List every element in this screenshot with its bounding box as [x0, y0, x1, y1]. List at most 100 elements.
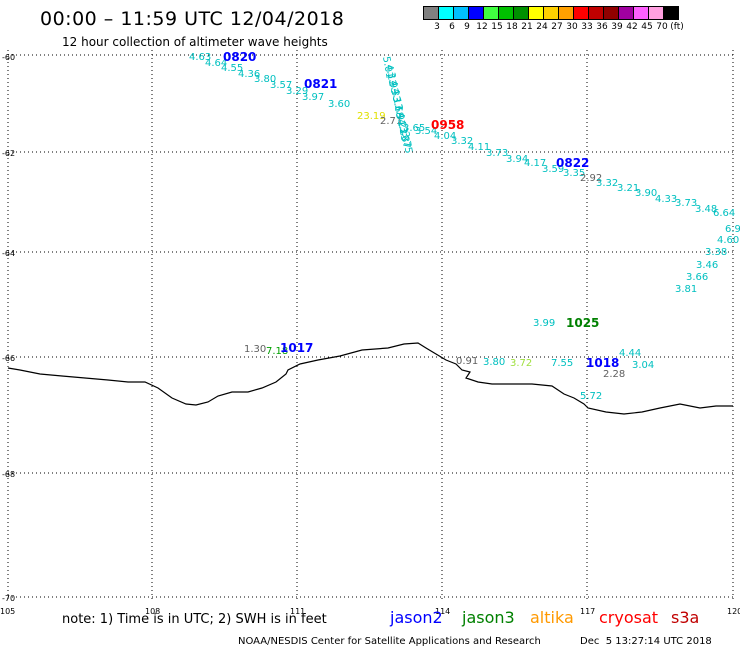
satellite-legend-item: jason2 [390, 608, 443, 627]
wave-height-value: 3.73 [675, 198, 697, 209]
wave-height-value: 6.64 [713, 208, 735, 219]
footer-timestamp: Dec 5 13:27:14 UTC 2018 [580, 636, 712, 647]
wave-height-value: 3.46 [696, 260, 718, 271]
color-scale-label: 70 [656, 22, 668, 32]
wave-height-value: 3.57 [270, 80, 292, 91]
footer-credit: NOAA/NESDIS Center for Satellite Applica… [238, 636, 541, 647]
longitude-label: 114 [435, 607, 450, 616]
latitude-label: -66 [2, 354, 15, 363]
satellite-legend-item: altika [530, 608, 574, 627]
wave-height-value: 3.91 [392, 104, 407, 128]
wave-height-value: 4.17 [389, 88, 404, 112]
wave-height-value: 3.54 [415, 126, 437, 137]
wave-height-value: 3.60 [328, 99, 350, 110]
color-scale-label: 18 [506, 22, 518, 32]
wave-height-value: 4.60 [717, 235, 739, 246]
wave-height-value: 6.9 [725, 224, 740, 235]
wave-height-value: 1.30 [244, 344, 266, 355]
wave-height-value: 3.32 [596, 178, 618, 189]
wave-height-value: 5.01 [380, 56, 395, 80]
wave-height-value: 3.21 [617, 183, 639, 194]
latitude-label: -62 [2, 149, 15, 158]
color-scale-label: 39 [611, 22, 623, 32]
pass-time-label: 0822 [556, 156, 589, 170]
wave-height-value: 2.92 [580, 173, 602, 184]
satellite-legend-item: cryosat [599, 608, 659, 627]
wave-height-value: 4.04 [434, 131, 456, 142]
wave-height-value: 3.73 [486, 148, 508, 159]
wave-height-value: 3.59 [542, 164, 564, 175]
satellite-legend-item: jason3 [462, 608, 515, 627]
color-scale-label: 33 [581, 22, 593, 32]
antarctic-coastline [7, 342, 733, 415]
color-scale-label: 27 [551, 22, 563, 32]
wave-height-value: 3.80 [254, 74, 276, 85]
wave-height-value: 4.33 [387, 80, 402, 104]
map-subtitle: 12 hour collection of altimeter wave hei… [62, 35, 328, 49]
wave-height-value: 3.68 [390, 96, 405, 120]
wave-height-value: 2.71 [380, 116, 402, 127]
wave-height-value: 3.90 [635, 188, 657, 199]
pass-time-labels: 0820 0821 0958 0822 1025 1017 1018 [223, 50, 619, 370]
wave-height-value: 3.81 [675, 284, 697, 295]
wave-height-value: 5.72 [580, 391, 602, 402]
color-scale-label: 6 [449, 22, 455, 32]
wave-height-value: 4.36 [238, 69, 260, 80]
color-scale-label: 45 [641, 22, 653, 32]
wave-height-value: 3.87 [397, 126, 412, 150]
wave-height-value: 4.33 [655, 194, 677, 205]
wave-height-value: 3.94 [506, 154, 528, 165]
wave-height-value: 4.17 [524, 158, 546, 169]
wave-height-value: 7.55 [551, 358, 573, 369]
wave-height-value: 3.66 [686, 272, 708, 283]
color-scale-bar [423, 6, 679, 20]
wave-height-value: 3.32 [451, 136, 473, 147]
map-title: 00:00 – 11:59 UTC 12/04/2018 [40, 8, 345, 30]
longitude-label: 117 [580, 607, 595, 616]
latitude-label: -70 [2, 594, 15, 603]
wave-height-value: 4.13 [395, 119, 410, 143]
wave-height-value: 3.75 [399, 131, 414, 155]
wave-height-value: 7.18 [266, 346, 288, 357]
wave-height-value: 4.11 [468, 142, 490, 153]
wave-height-value: 23.19 [357, 111, 386, 122]
wave-height-value: 4.22 [394, 112, 409, 136]
longitude-label: 108 [145, 607, 160, 616]
longitude-label: 120 [727, 607, 740, 616]
wave-height-value: 4.63 [189, 52, 211, 63]
longitude-label: 111 [290, 607, 305, 616]
color-scale-label: 12 [476, 22, 488, 32]
map-grid [7, 50, 734, 600]
wave-height-value: 3.04 [632, 360, 654, 371]
wave-height-value: 3.48 [695, 204, 717, 215]
satellite-legend-item: s3a [671, 608, 700, 627]
axis-labels: -60 -62 -64 -66 -68 -70 105 108 111 114 117 120 [0, 53, 740, 616]
footer-note: note: 1) Time is in UTC; 2) SWH is in fe… [62, 612, 327, 627]
color-scale-label: (ft) [670, 22, 684, 32]
wave-height-value: 4.64 [205, 58, 227, 69]
latitude-label: -60 [2, 53, 15, 62]
wave-height-value: 0.91 [456, 356, 478, 367]
wave-height-value: 4.12 [383, 64, 398, 88]
color-scale-label: 30 [566, 22, 578, 32]
wave-height-value: 3.97 [302, 92, 324, 103]
color-scale-label: 21 [521, 22, 533, 32]
wave-height-value: 3.72 [510, 358, 532, 369]
wave-height-value: 2.28 [603, 369, 625, 380]
wave-height-value: 3.38 [705, 247, 727, 258]
color-scale-label: 24 [536, 22, 548, 32]
latitude-label: -64 [2, 249, 15, 258]
wave-height-value: 4.55 [221, 63, 243, 74]
wave-height-value: 3.65 [403, 123, 425, 134]
color-scale-swatch [663, 6, 679, 20]
wave-height-value: 3.80 [483, 357, 505, 368]
pass-time-label: 1017 [280, 341, 313, 355]
color-scale-label: 15 [491, 22, 503, 32]
color-scale-label: 36 [596, 22, 608, 32]
pass-time-label: 0958 [431, 118, 464, 132]
wave-height-value: 3.93 [385, 72, 400, 96]
color-scale-label: 3 [434, 22, 440, 32]
pass-time-label: 0821 [304, 77, 337, 91]
longitude-label: 105 [0, 607, 15, 616]
